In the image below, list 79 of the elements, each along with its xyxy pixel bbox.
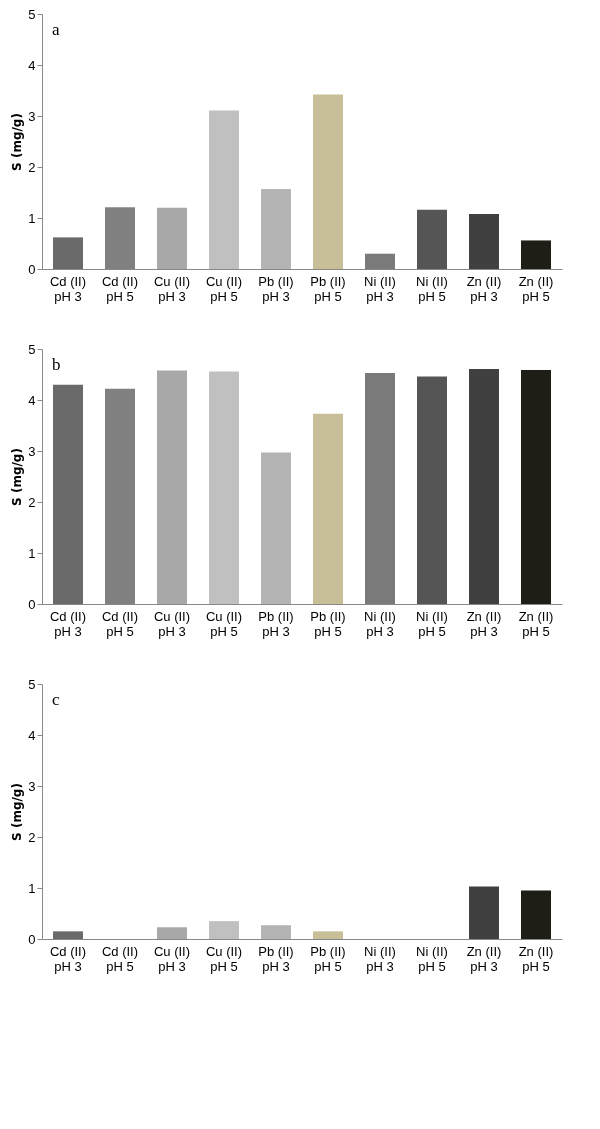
x-tick-label: Cu (II) pH 3 [153, 943, 191, 974]
bar [365, 372, 395, 604]
x-tick-label: Ni (II) pH 3 [364, 943, 396, 974]
bar [521, 240, 551, 269]
bar [53, 931, 83, 939]
y-tick-label: 1 [28, 210, 36, 226]
x-tick-label: Cd (II) pH 5 [101, 608, 139, 639]
x-tick-label: Zn (II) pH 5 [518, 273, 554, 304]
x-tick-label: Cd (II) pH 3 [49, 943, 87, 974]
y-tick-label: 3 [28, 108, 36, 124]
x-tick-label: Cd (II) pH 5 [101, 273, 139, 304]
x-tick-label: Ni (II) pH 5 [416, 608, 448, 639]
annotation: b [52, 355, 61, 374]
bar [209, 921, 239, 939]
x-tick-label: Zn (II) pH 3 [466, 608, 502, 639]
bar [157, 927, 187, 939]
x-tick-label: Ni (II) pH 5 [416, 273, 448, 304]
x-tick-label: Cd (II) pH 3 [49, 273, 87, 304]
y-tick-label: 2 [28, 494, 36, 510]
y-tick-label: 5 [28, 341, 36, 357]
x-tick-label: Pb (II) pH 5 [310, 273, 346, 304]
y-tick-label: 0 [28, 596, 36, 612]
bar [313, 94, 343, 269]
bar [521, 369, 551, 604]
y-tick-label: 3 [28, 443, 36, 459]
x-tick-label: Cu (II) pH 5 [205, 608, 243, 639]
y-axis-title: S (mg/g) [10, 113, 25, 171]
bar [53, 237, 83, 269]
y-tick-label: 0 [28, 261, 36, 277]
x-tick-label: Cu (II) pH 5 [205, 273, 243, 304]
x-tick-label: Ni (II) pH 3 [364, 273, 396, 304]
bar [417, 376, 447, 604]
x-tick-label: Pb (II) pH 5 [310, 608, 346, 639]
x-tick-label: Zn (II) pH 5 [518, 943, 554, 974]
bar [365, 253, 395, 269]
y-tick-label: 4 [28, 57, 36, 73]
bar [261, 925, 291, 939]
x-tick-label: Zn (II) pH 3 [466, 273, 502, 304]
x-tick-label: Pb (II) pH 5 [310, 943, 346, 974]
y-tick-label: 3 [28, 778, 36, 794]
annotation: a [52, 20, 60, 39]
bar [521, 890, 551, 939]
x-tick-label: Zn (II) pH 5 [518, 608, 554, 639]
x-tick-label: Ni (II) pH 3 [364, 608, 396, 639]
bar [313, 931, 343, 939]
annotation: c [52, 690, 60, 709]
y-tick-label: 4 [28, 727, 36, 743]
bar [157, 370, 187, 604]
bar [417, 209, 447, 269]
y-tick-label: 5 [28, 6, 36, 22]
y-tick-label: 4 [28, 392, 36, 408]
bar [469, 213, 499, 269]
bar [157, 207, 187, 269]
x-tick-label: Cd (II) pH 5 [101, 943, 139, 974]
bar [469, 886, 499, 939]
bar [209, 371, 239, 604]
bar [53, 384, 83, 604]
bar [261, 188, 291, 269]
y-axis-title: S (mg/g) [10, 783, 25, 841]
bar [313, 413, 343, 604]
y-axis-title: S (mg/g) [10, 448, 25, 506]
bar [261, 452, 291, 604]
x-tick-label: Pb (II) pH 3 [258, 608, 294, 639]
x-tick-label: Ni (II) pH 5 [416, 943, 448, 974]
y-tick-label: 5 [28, 676, 36, 692]
y-tick-label: 1 [28, 545, 36, 561]
bar [469, 368, 499, 604]
y-tick-label: 1 [28, 880, 36, 896]
y-tick-label: 0 [28, 931, 36, 947]
y-tick-label: 2 [28, 159, 36, 175]
x-tick-label: Pb (II) pH 3 [258, 273, 294, 304]
y-tick-label: 2 [28, 829, 36, 845]
x-tick-label: Pb (II) pH 3 [258, 943, 294, 974]
x-tick-label: Cu (II) pH 3 [153, 608, 191, 639]
x-tick-label: Zn (II) pH 3 [466, 943, 502, 974]
x-tick-label: Cu (II) pH 5 [205, 943, 243, 974]
bar [209, 110, 239, 269]
x-tick-label: Cu (II) pH 3 [153, 273, 191, 304]
x-tick-label: Cd (II) pH 3 [49, 608, 87, 639]
